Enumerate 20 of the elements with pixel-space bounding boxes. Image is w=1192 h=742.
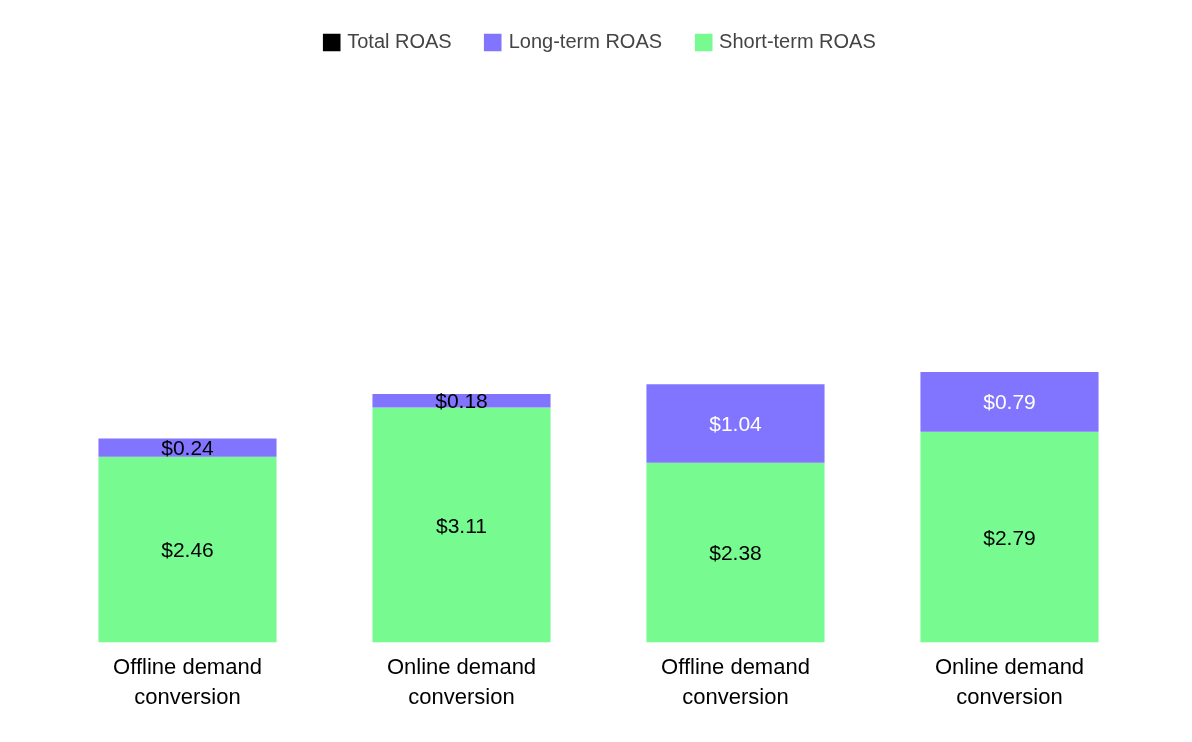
x-tick-label: Offline demand conversion — [113, 653, 262, 709]
data-label: $2.38 — [709, 541, 762, 565]
legend-label: Short-term ROAS — [719, 30, 876, 53]
bar — [646, 384, 825, 463]
data-label: $3.11 — [436, 513, 487, 537]
bar — [98, 456, 277, 643]
data-label: $2.46 — [161, 538, 214, 562]
bar — [920, 372, 1099, 432]
data-label: $1.04 — [709, 411, 763, 435]
data-label: $2.79 — [983, 525, 1036, 549]
bar — [646, 462, 825, 643]
data-label: $0.79 — [983, 390, 1036, 414]
legend-label: Total ROAS — [347, 30, 452, 53]
bar — [920, 431, 1099, 643]
legend-label: Long-term ROAS — [508, 30, 663, 53]
data-label: $0.18 — [435, 389, 488, 413]
x-tick-label: Online demand conversion — [386, 653, 537, 709]
x-tick-label: Online demand conversion — [934, 653, 1085, 709]
x-tick-label: Offline demand conversion — [661, 653, 810, 709]
data-label: $0.24 — [161, 436, 215, 460]
